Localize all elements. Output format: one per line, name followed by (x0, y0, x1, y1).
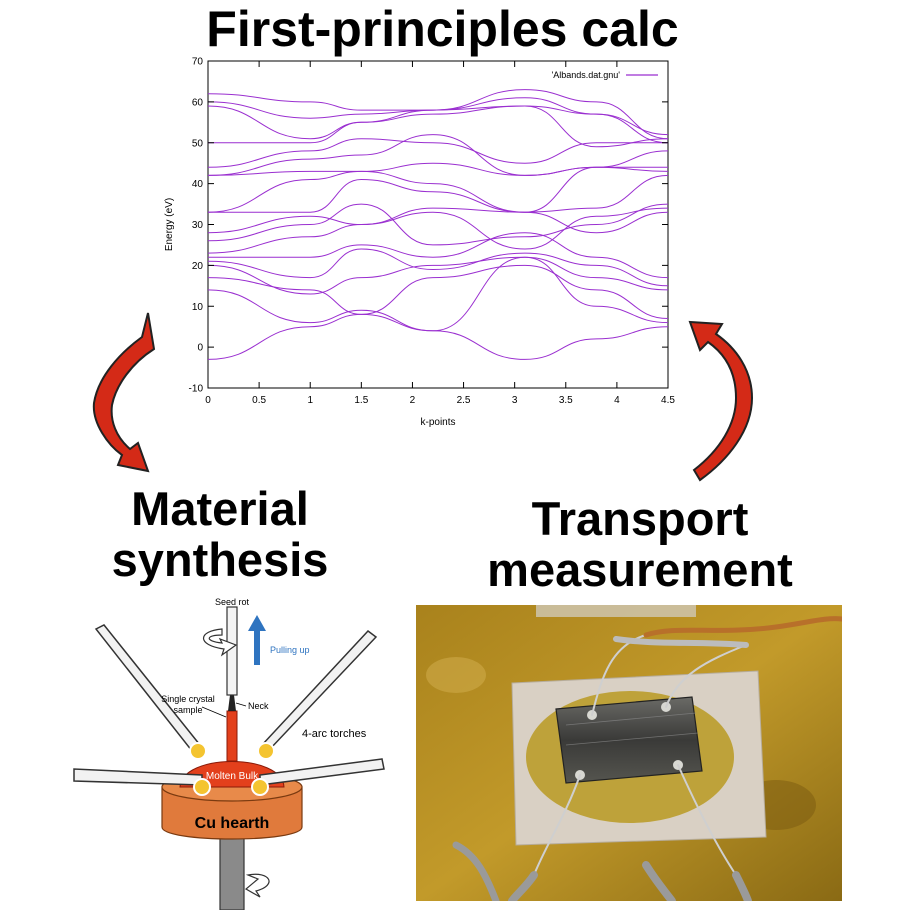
y-tick-label-2: 10 (192, 302, 204, 313)
single-crystal-label-2: sample (173, 705, 202, 715)
chart-lines (207, 89, 669, 360)
y-tick-label-4: 30 (192, 220, 204, 231)
band-line-16 (207, 97, 669, 144)
pulling-up-label: Pulling up (270, 645, 310, 655)
chart-ticks: 0 0.5 1 1.5 2 2.5 3 3.5 4 4.5-10010203040506070k-… (164, 57, 675, 429)
band-line-8 (207, 207, 669, 234)
x-tick-label-4: 2 (410, 395, 416, 406)
heading-transport-line2: measurement (487, 542, 793, 596)
band-structure-chart: 0 0.5 1 1.5 2 2.5 3 3.5 4 4.5-10010203040506070k-… (164, 57, 675, 429)
arc-glow-4 (251, 778, 269, 796)
heading-first-principles: First-principles calc (206, 1, 679, 57)
arc-glow-2 (257, 742, 275, 760)
hearth-shaft (219, 834, 245, 910)
lead-wires (452, 616, 842, 901)
band-line-6 (207, 207, 669, 254)
arc-furnace-diagram: Cu hearth Molten Bulk Seed rot Pulling u… (73, 597, 385, 910)
heading-material-line1: Material (131, 482, 309, 535)
x-axis-label: k-points (420, 417, 455, 428)
single-crystal-leader (201, 706, 227, 718)
y-tick-label-5: 40 (192, 179, 204, 190)
band-line-17 (207, 89, 669, 140)
sample-photo (416, 605, 842, 901)
x-tick-label-0: 0 (205, 395, 211, 406)
chart-legend: 'Albands.dat.gnu' (552, 70, 658, 80)
band-line-0 (207, 313, 669, 360)
arc-torch-right-front (259, 758, 385, 786)
x-tick-label-6: 3 (512, 395, 518, 406)
cycle-arrow-right (688, 320, 754, 482)
y-tick-label-1: 0 (197, 343, 203, 354)
arc-torch-left-front (73, 768, 203, 786)
band-line-1 (207, 256, 669, 332)
band-line-15 (207, 105, 669, 140)
x-tick-label-9: 4.5 (661, 395, 675, 406)
arc-torch-left-back (94, 624, 202, 753)
arc-glow-1 (189, 742, 207, 760)
x-tick-label-3: 1.5 (354, 395, 368, 406)
band-line-14 (208, 105, 669, 148)
arc-glow-3 (193, 778, 211, 796)
band-line-2 (207, 264, 669, 319)
band-line-13 (207, 138, 668, 168)
x-tick-label-8: 4 (614, 395, 620, 406)
band-line-10 (207, 166, 669, 213)
heading-transport-measurement: Transport measurement (450, 492, 830, 596)
band-line-3 (207, 256, 669, 295)
band-line-5 (208, 232, 669, 279)
shaft-rotation-arrow (244, 873, 270, 898)
molten-label: Molten Bulk (206, 771, 259, 782)
y-axis-label: Energy (eV) (164, 198, 175, 251)
heading-material-synthesis: Material synthesis (60, 482, 380, 586)
legend-label: 'Albands.dat.gnu' (552, 70, 621, 80)
pulling-up-arrow (248, 615, 266, 665)
y-tick-label-8: 70 (192, 57, 204, 68)
band-line-7 (207, 203, 669, 246)
band-line-11 (207, 162, 668, 176)
single-crystal (226, 710, 238, 762)
x-tick-label-1: 0.5 (252, 395, 266, 406)
seed-rotation-arrow (203, 628, 238, 657)
cycle-arrow-left (92, 312, 156, 473)
x-tick-label-2: 1 (307, 395, 313, 406)
neck-label: Neck (248, 701, 269, 711)
seed-rod-label: Seed rot (215, 597, 250, 607)
cu-hearth (161, 786, 303, 840)
crystal-neck (228, 695, 236, 711)
y-tick-label-7: 60 (192, 97, 204, 108)
heading-transport-line1: Transport (531, 492, 749, 545)
band-line-4 (207, 248, 669, 287)
neck-leader (235, 702, 247, 707)
heading-material-line2: synthesis (111, 532, 329, 586)
x-tick-label-7: 3.5 (559, 395, 573, 406)
y-tick-label-3: 20 (192, 261, 204, 272)
band-line-12 (207, 134, 669, 176)
y-tick-label-6: 50 (192, 138, 204, 149)
y-tick-label-0: -10 (189, 384, 204, 395)
single-crystal-label-1: Single crystal (161, 694, 215, 704)
band-line-9 (208, 174, 669, 213)
x-tick-label-5: 2.5 (457, 395, 471, 406)
hearth-label: Cu hearth (195, 815, 270, 832)
torches-label: 4-arc torches (302, 728, 367, 740)
